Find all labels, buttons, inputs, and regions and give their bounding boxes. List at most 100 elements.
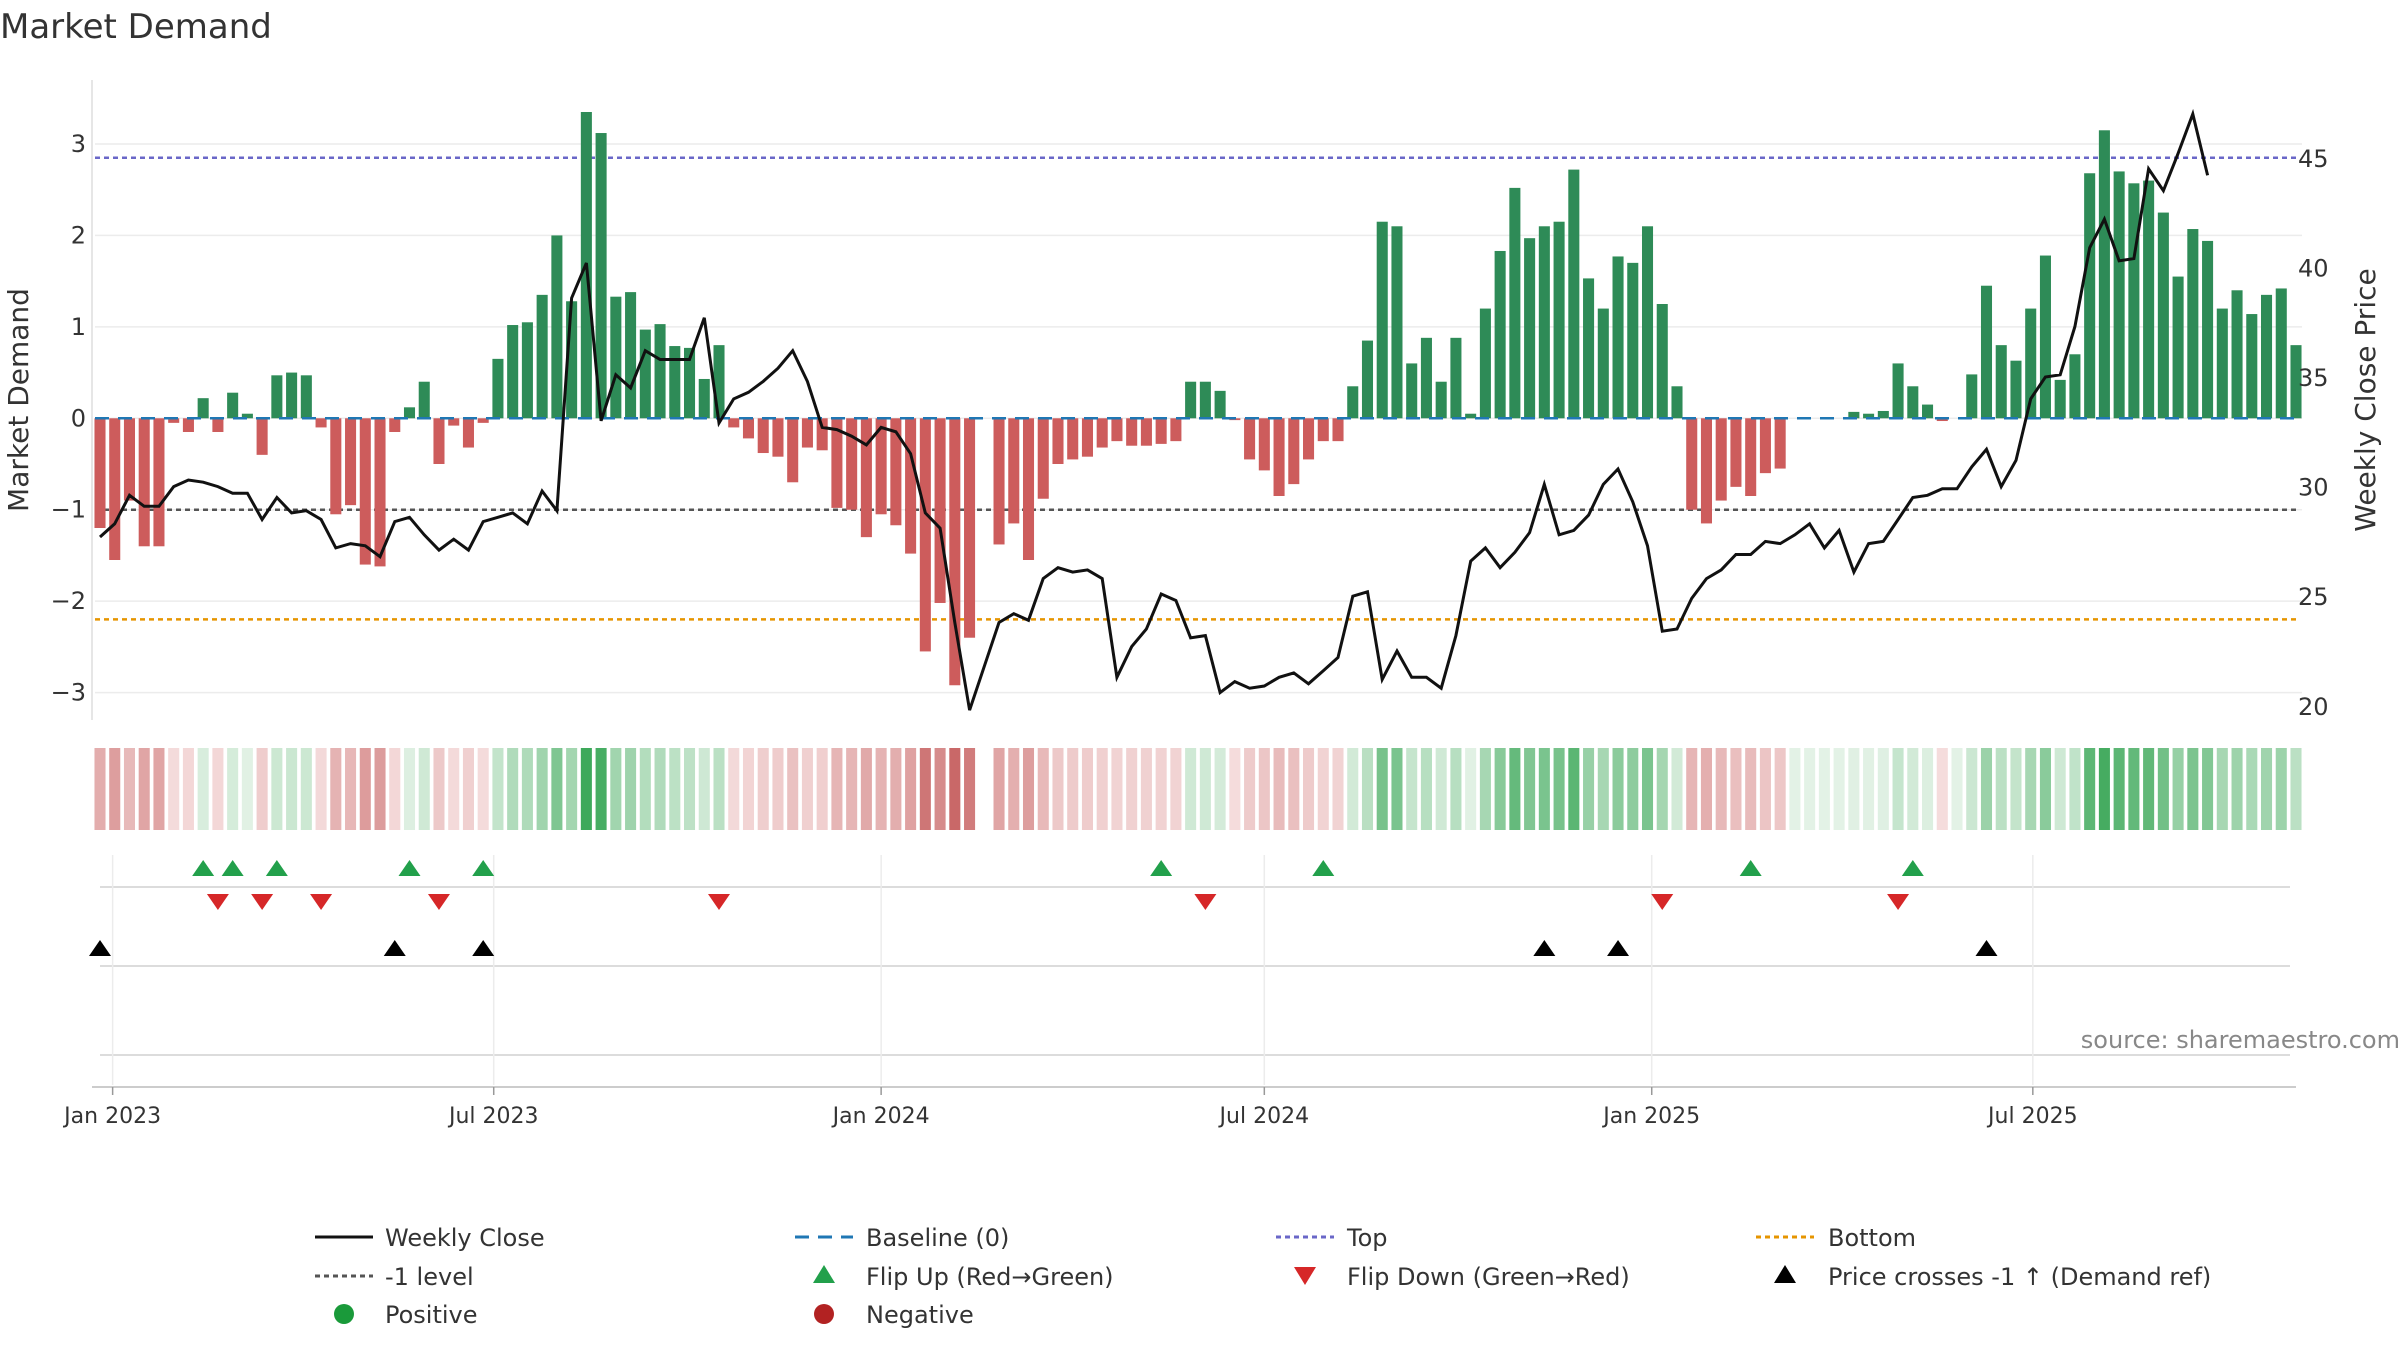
heat-cell (905, 748, 917, 830)
source-credit: source: sharemaestro.com (2081, 1026, 2400, 1054)
heat-cell (1288, 748, 1300, 830)
heat-cell (2246, 748, 2258, 830)
x-tick-label: Jul 2024 (1218, 1104, 1310, 1129)
heat-cell (1170, 748, 1182, 830)
heat-cell (713, 748, 725, 830)
y2-tick-label: 40 (2298, 254, 2329, 282)
y-tick-label: 3 (71, 130, 86, 158)
demand-bar (1420, 337, 1432, 419)
demand-bar (1258, 418, 1270, 471)
x-tick-label: Jan 2025 (1601, 1104, 1700, 1129)
demand-bar (1052, 418, 1064, 464)
heat-cell (1568, 748, 1580, 830)
flip-down-marker (1194, 894, 1217, 910)
y2-tick-label: 30 (2298, 474, 2329, 502)
demand-bar (846, 418, 858, 510)
heat-cell (654, 748, 666, 830)
heat-cell (1214, 748, 1226, 830)
y-tick-label: −1 (51, 496, 86, 524)
heat-cell (1877, 748, 1889, 830)
demand-bar (2010, 360, 2022, 419)
y-tick-label: 1 (71, 313, 86, 341)
heat-cell (772, 748, 784, 830)
heat-cell (1597, 748, 1609, 830)
demand-bar (300, 375, 312, 419)
demand-bar (1848, 411, 1860, 419)
demand-bar (551, 235, 563, 419)
demand-bar (271, 375, 283, 419)
demand-bar (2157, 212, 2169, 419)
demand-bar (507, 325, 519, 419)
demand-bar (2216, 308, 2228, 419)
demand-bar (669, 346, 681, 419)
heat-cell (1863, 748, 1875, 830)
x-tick-label: Jul 2025 (1986, 1104, 2078, 1129)
heat-cell (949, 748, 961, 830)
heat-cell (521, 748, 533, 830)
legend-item-negative: Negative (814, 1301, 974, 1329)
heat-cell (2216, 748, 2228, 830)
heat-cell (698, 748, 710, 830)
heat-cell (1199, 748, 1211, 830)
demand-bar (1877, 410, 1889, 419)
legend-item-price-crosses: Price crosses -1 ↑ (Demand ref) (1774, 1263, 2211, 1291)
y-axis-label: Market Demand (2, 288, 35, 512)
heat-cell (1715, 748, 1727, 830)
demand-bar (1008, 418, 1020, 524)
legend-item-flip-up: Flip Up (Red→Green) (813, 1263, 1114, 1291)
demand-bar (816, 418, 828, 451)
demand-bar (1966, 374, 1978, 419)
demand-bar (1214, 390, 1226, 419)
heat-cell (684, 748, 696, 830)
demand-bar (595, 133, 607, 419)
flip-up-marker (192, 860, 215, 876)
heat-cell (1774, 748, 1786, 830)
heat-cell (1361, 748, 1374, 830)
demand-bar (1067, 418, 1079, 460)
heat-cell (1789, 748, 1801, 830)
demand-bar (389, 418, 401, 432)
legend-label: Baseline (0) (866, 1224, 1009, 1252)
heat-cell (860, 748, 872, 830)
demand-bar (1376, 221, 1388, 419)
demand-bar (1332, 418, 1344, 442)
demand-bar (890, 418, 902, 526)
demand-bar (1273, 418, 1285, 496)
heat-cell (1435, 748, 1447, 830)
demand-bar (359, 418, 371, 565)
heat-cell (433, 748, 445, 830)
heat-cell (2172, 748, 2184, 830)
heat-cell (1700, 748, 1712, 830)
demand-bar (182, 418, 194, 432)
demand-bar (2246, 314, 2258, 419)
demand-bar (566, 301, 578, 419)
demand-bar (949, 418, 961, 686)
y2-axis-label: Weekly Close Price (2349, 268, 2382, 531)
heat-cell (1258, 748, 1270, 830)
heat-cell (919, 748, 931, 830)
demand-bar (625, 292, 637, 419)
x-tick-label: Jan 2024 (831, 1104, 930, 1129)
y2-tick-label: 35 (2298, 364, 2329, 392)
legend-circle-icon (814, 1304, 834, 1324)
heat-cell (477, 748, 489, 830)
heat-cell (1494, 748, 1506, 830)
demand-bar (1170, 418, 1182, 442)
event-markers-panel (89, 855, 2290, 1085)
legend-label: Price crosses -1 ↑ (Demand ref) (1828, 1263, 2211, 1291)
heat-cell (1008, 748, 1020, 830)
demand-bar (787, 418, 799, 483)
demand-bar (1759, 418, 1771, 474)
demand-bar (1641, 226, 1654, 419)
demand-bar (94, 418, 106, 528)
demand-bar (875, 418, 887, 515)
heat-cell (300, 748, 312, 830)
demand-bar (2039, 255, 2051, 419)
y-tick-label: −3 (51, 679, 86, 707)
heat-cell (639, 748, 651, 830)
grid-lines (95, 143, 2302, 694)
demand-bar (639, 329, 651, 419)
legend-triangle-up-icon (1774, 1265, 1796, 1283)
demand-bar (1185, 381, 1197, 419)
heat-cell (1140, 748, 1152, 830)
